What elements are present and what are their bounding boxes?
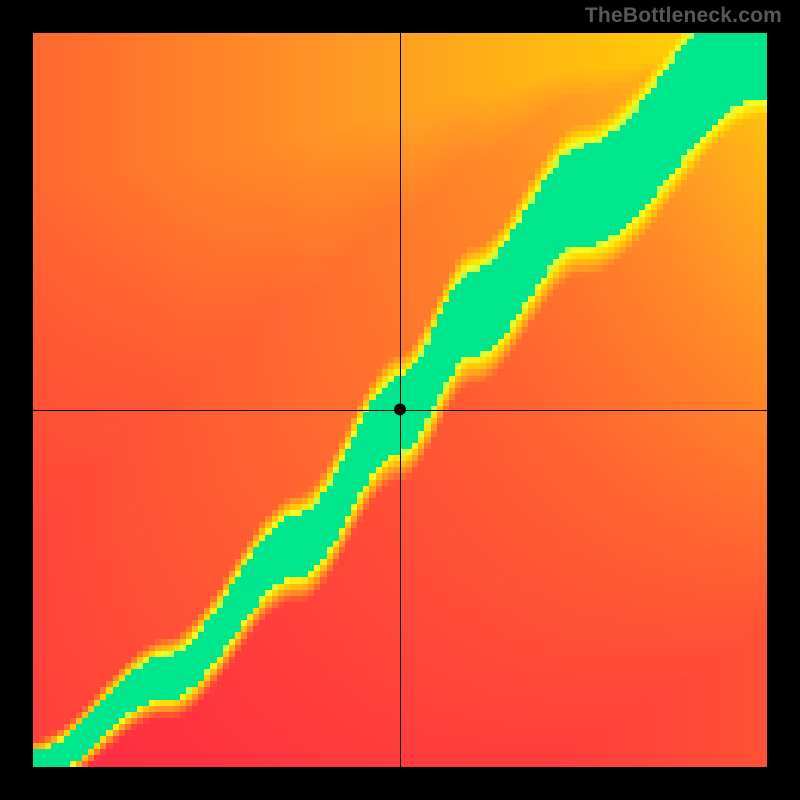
chart-container: TheBottleneck.com [0, 0, 800, 800]
bottleneck-heatmap [0, 0, 800, 800]
attribution-text: TheBottleneck.com [585, 4, 782, 28]
